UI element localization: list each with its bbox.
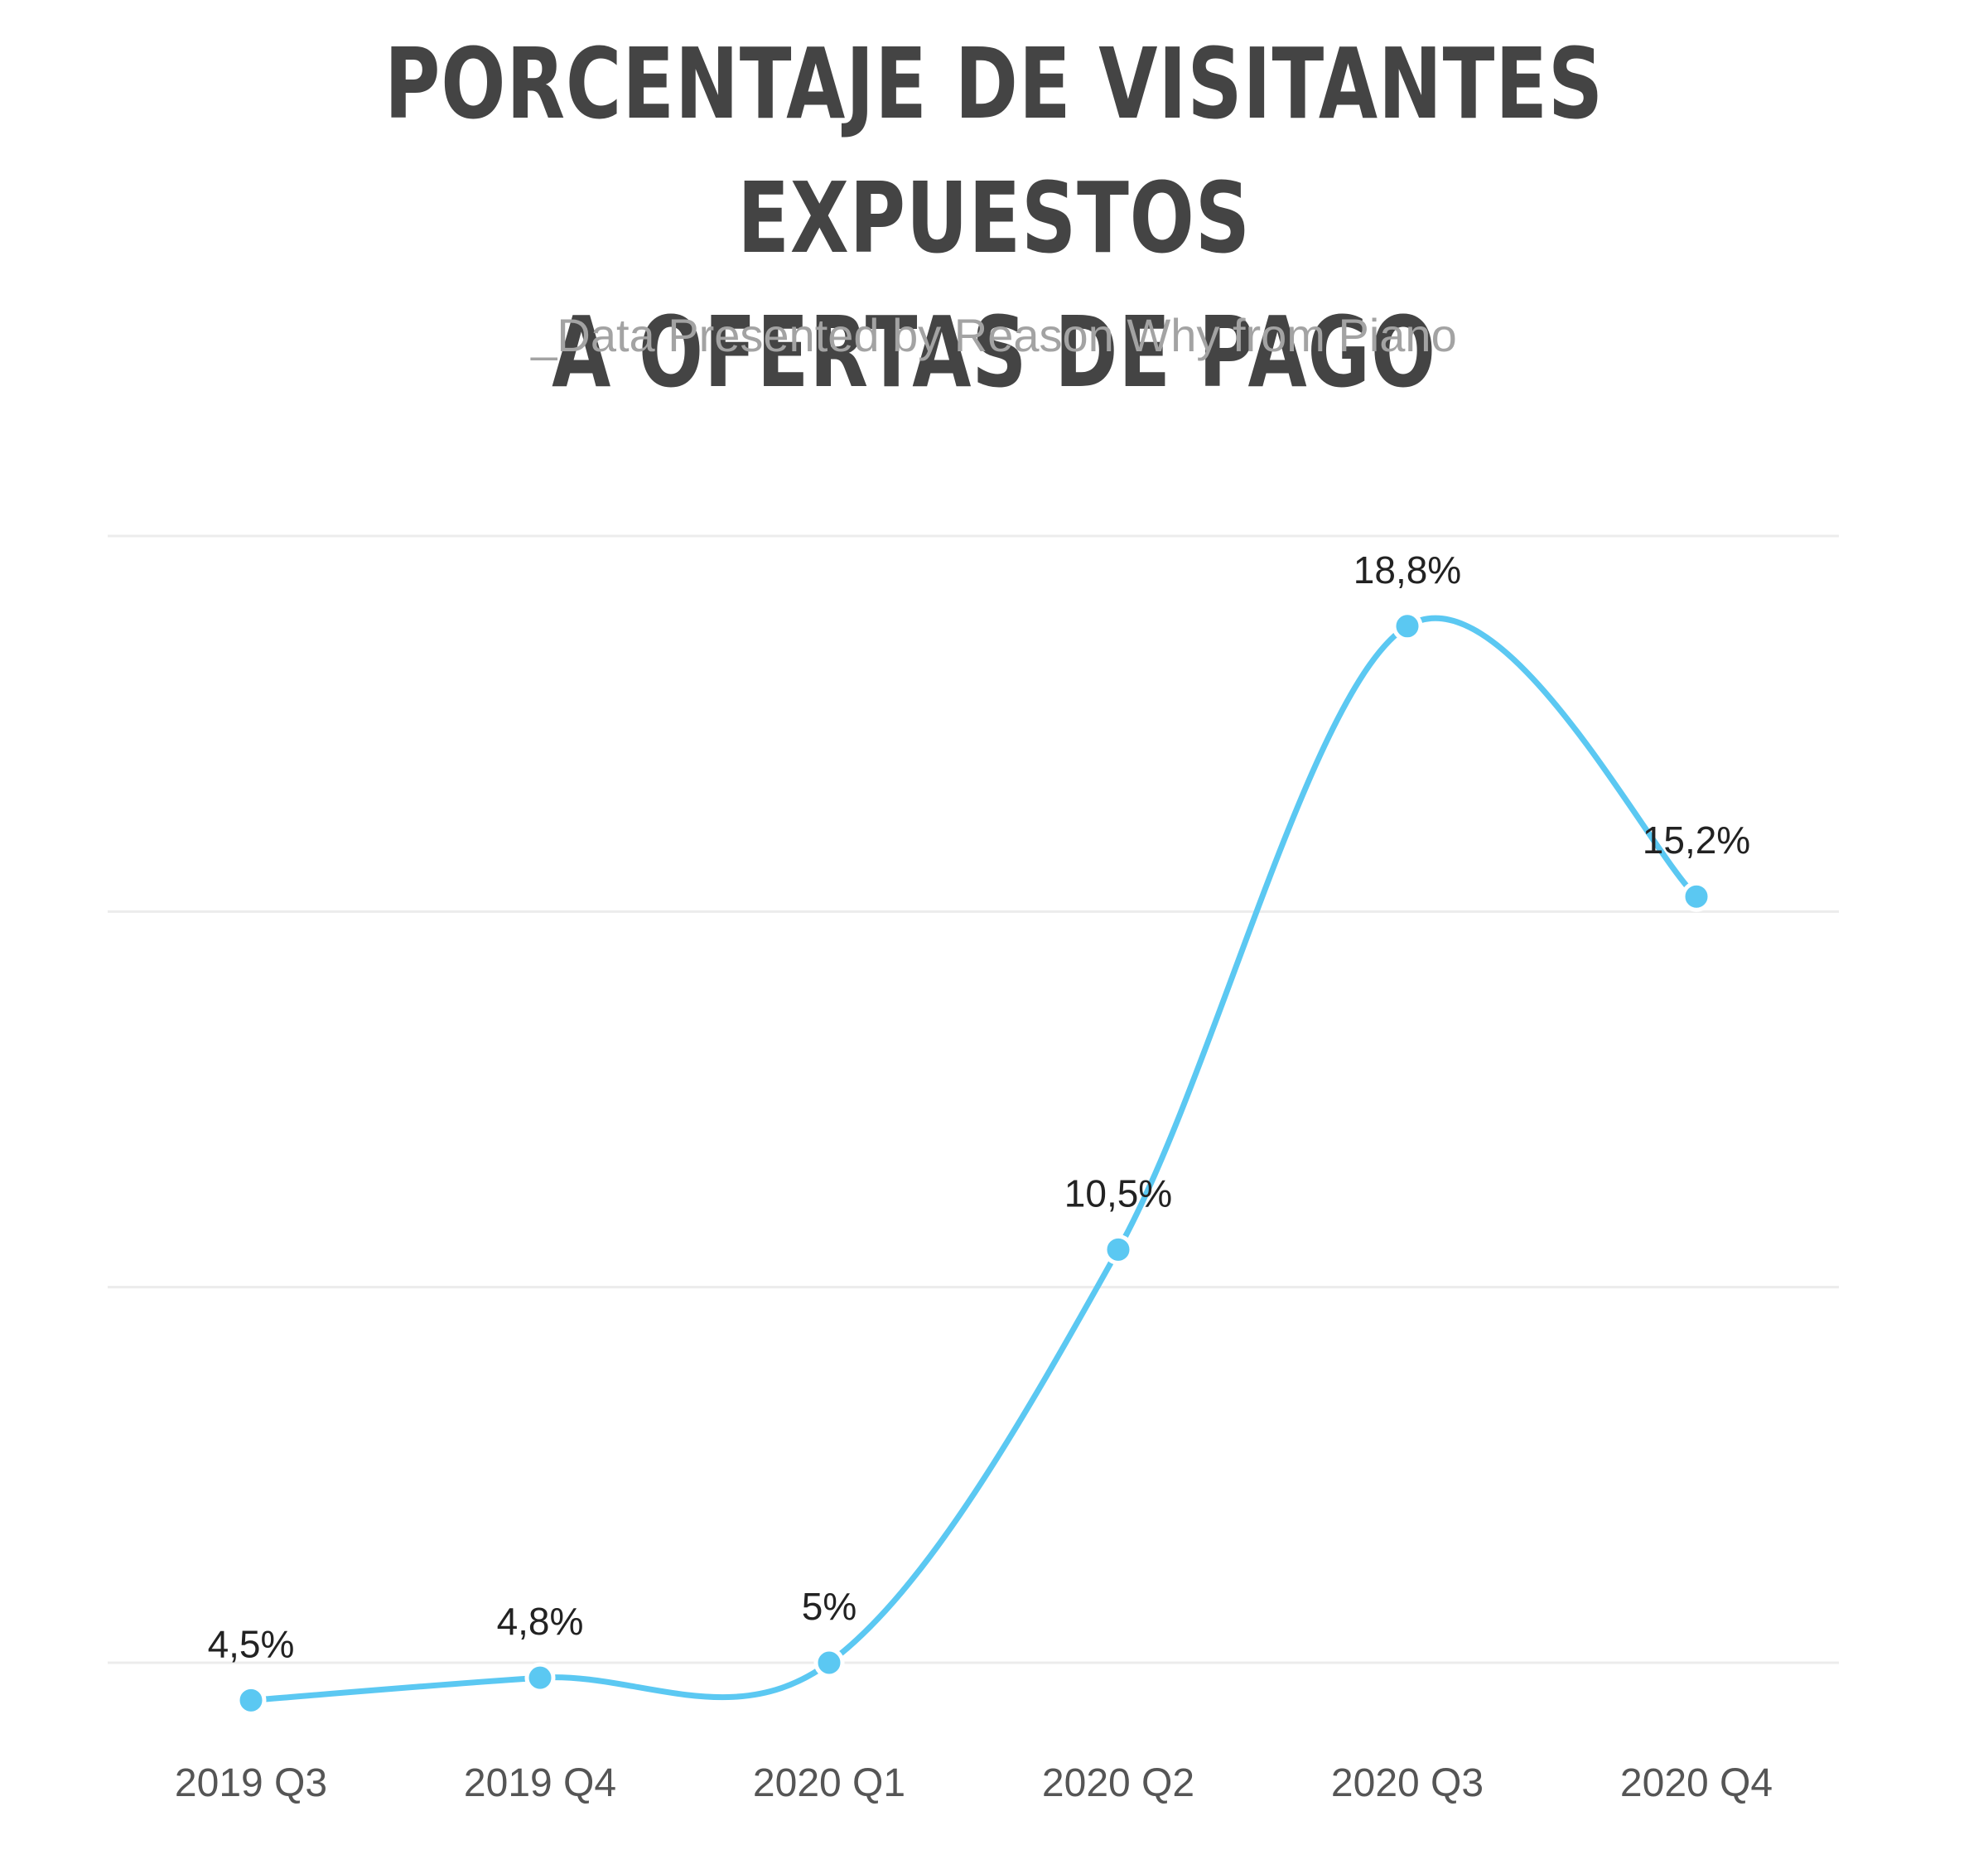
data-label: 5% xyxy=(802,1585,856,1628)
chart-title: PORCENTAJE DE VISITANTES EXPUESTOS A OFE… xyxy=(219,17,1769,419)
data-points xyxy=(235,611,1712,1716)
x-tick-label: 2019 Q4 xyxy=(464,1761,616,1805)
series-line-group xyxy=(248,615,1700,1703)
data-point xyxy=(1392,611,1423,642)
data-point xyxy=(235,1684,267,1716)
data-point xyxy=(1103,1234,1134,1265)
x-tick-label: 2020 Q2 xyxy=(1042,1761,1194,1805)
x-axis-tick-labels: 2019 Q3 2019 Q4 2020 Q1 2020 Q2 2020 Q3 2020 … xyxy=(175,1761,1773,1805)
data-labels: 4,5% 4,8% 5% 10,5% 18,8% 15,2% xyxy=(208,548,1751,1666)
chart-title-line-1: PORCENTAJE DE VISITANTES EXPUESTOS xyxy=(384,27,1604,275)
x-tick-label: 2020 Q1 xyxy=(753,1761,905,1805)
data-point xyxy=(524,1662,556,1693)
data-point xyxy=(1681,881,1712,912)
data-label: 15,2% xyxy=(1643,819,1750,862)
data-label: 4,8% xyxy=(497,1600,584,1643)
gridlines xyxy=(108,534,1839,1664)
x-tick-label: 2020 Q3 xyxy=(1331,1761,1484,1805)
data-point xyxy=(813,1647,845,1678)
x-tick-label: 2019 Q3 xyxy=(175,1761,327,1805)
chart-subtitle: _Data Presented by Reason Why from Piano xyxy=(531,309,1457,361)
data-label: 4,5% xyxy=(208,1622,295,1665)
data-label: 18,8% xyxy=(1353,548,1461,592)
x-tick-label: 2020 Q4 xyxy=(1620,1761,1773,1805)
chart-title-line-2: A OFERTAS DE PAGO xyxy=(552,295,1436,409)
data-label: 10,5% xyxy=(1064,1171,1172,1215)
series-line xyxy=(248,615,1700,1703)
